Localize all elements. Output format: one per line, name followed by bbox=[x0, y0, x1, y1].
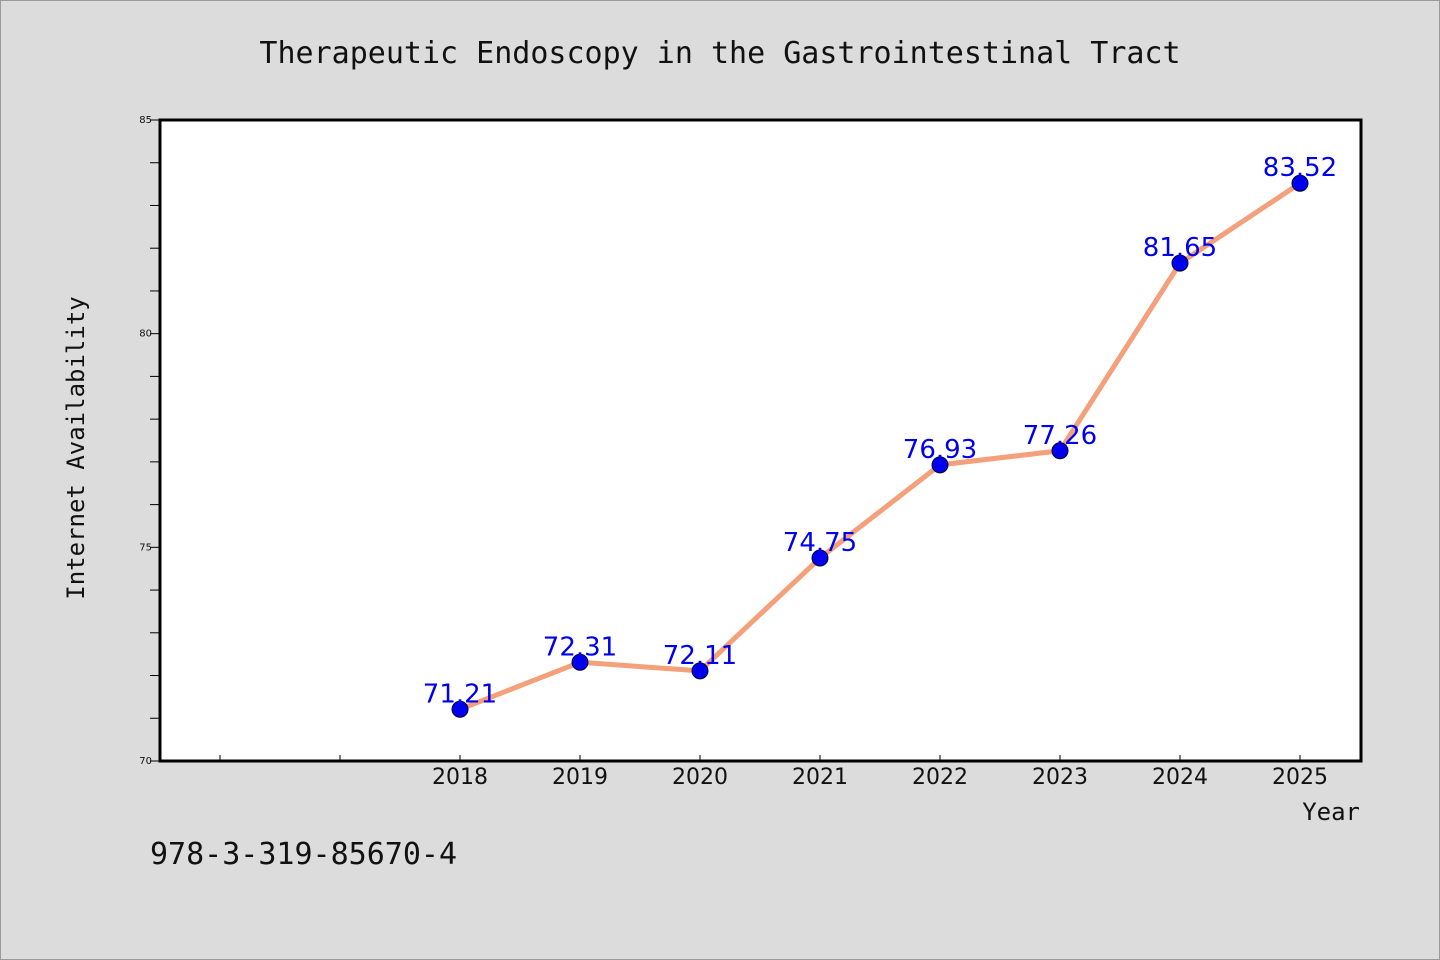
data-label: 76.93 bbox=[903, 435, 977, 465]
x-tick-label: 2024 bbox=[1152, 765, 1208, 790]
x-tick-label: 2023 bbox=[1032, 765, 1088, 790]
x-axis-title: Year bbox=[1302, 798, 1360, 826]
y-tick-label: 70 bbox=[139, 756, 152, 767]
x-axis: 2018 2019 2020 2021 2022 2023 2024 2025 bbox=[219, 755, 1328, 790]
data-label: 77.26 bbox=[1023, 421, 1097, 451]
data-label: 74.75 bbox=[783, 528, 857, 558]
chart-title: Therapeutic Endoscopy in the Gastrointes… bbox=[259, 36, 1180, 71]
y-tick-label: 80 bbox=[139, 329, 152, 340]
data-point bbox=[811, 549, 829, 567]
y-tick-label: 85 bbox=[139, 115, 152, 126]
x-tick-label: 2022 bbox=[912, 765, 968, 790]
y-axis-title: Internet Availability bbox=[62, 296, 90, 599]
y-tick-label: 75 bbox=[139, 542, 152, 553]
data-point bbox=[691, 662, 709, 680]
data-label: 83.52 bbox=[1263, 153, 1337, 183]
data-label: 81.65 bbox=[1143, 233, 1217, 263]
isbn-label: 978-3-319-85670-4 bbox=[150, 837, 457, 872]
x-tick-label: 2020 bbox=[672, 765, 728, 790]
data-point bbox=[1291, 174, 1309, 192]
data-label: 71.21 bbox=[423, 679, 497, 709]
series-line bbox=[457, 180, 1303, 712]
data-point bbox=[931, 456, 949, 474]
data-label: 72.11 bbox=[663, 641, 737, 671]
y-axis: 70 75 80 85 bbox=[139, 115, 160, 767]
plot-area bbox=[158, 118, 1363, 763]
x-tick-label: 2025 bbox=[1272, 765, 1328, 790]
data-point bbox=[571, 653, 589, 671]
x-tick-label: 2018 bbox=[432, 765, 488, 790]
x-tick-label: 2021 bbox=[792, 765, 848, 790]
data-labels: 71.21 72.31 72.11 74.75 76.93 77.26 81.65 83.52 bbox=[423, 153, 1337, 709]
data-point bbox=[1171, 254, 1189, 272]
data-point bbox=[1051, 442, 1069, 460]
x-tick-label: 2019 bbox=[552, 765, 608, 790]
data-label: 72.31 bbox=[543, 632, 617, 662]
series-layer bbox=[451, 174, 1309, 718]
data-point bbox=[451, 700, 469, 718]
